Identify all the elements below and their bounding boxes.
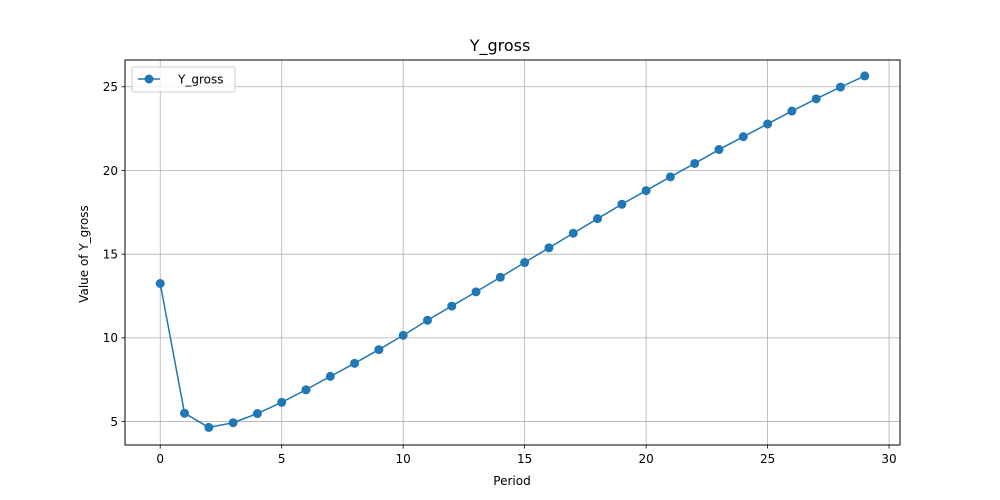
data-point — [204, 422, 214, 432]
x-tick-label: 20 — [638, 452, 653, 466]
legend-box — [131, 66, 236, 93]
x-tick-label: 5 — [278, 452, 286, 466]
data-point — [860, 71, 870, 81]
legend-label-Y_gross: Y_gross — [177, 73, 223, 87]
data-point — [787, 106, 797, 116]
data-point — [471, 287, 481, 297]
legend: Y_gross — [131, 66, 236, 93]
data-point — [398, 330, 408, 340]
x-axis: 0 5 10 15 20 25 30 — [156, 445, 897, 466]
plot-frame — [124, 59, 901, 446]
data-point — [714, 145, 724, 155]
chart-title: Y_gross — [469, 36, 531, 56]
data-point — [835, 82, 845, 92]
data-point — [690, 158, 700, 168]
x-axis-label: Period — [493, 474, 530, 488]
series-Y_gross — [155, 71, 870, 432]
x-tick-label: 25 — [760, 452, 775, 466]
grid — [125, 60, 900, 445]
data-point — [665, 172, 675, 182]
data-point — [325, 371, 335, 381]
y-tick-label: 15 — [103, 247, 118, 261]
y-tick-label: 25 — [103, 80, 118, 94]
data-point — [228, 418, 238, 428]
y-tick-label: 10 — [103, 331, 118, 345]
data-point — [155, 278, 165, 288]
data-point — [277, 397, 287, 407]
y-tick-label: 5 — [110, 415, 118, 429]
y-axis-label: Value of Y_gross — [77, 205, 91, 303]
x-tick-label: 10 — [396, 452, 411, 466]
legend-marker — [144, 74, 154, 84]
data-point — [593, 214, 603, 224]
data-point — [374, 345, 384, 355]
data-point — [568, 228, 578, 238]
data-point — [520, 258, 530, 268]
data-point — [301, 385, 311, 395]
data-point — [811, 94, 821, 104]
data-point — [544, 243, 554, 253]
data-point — [495, 272, 505, 282]
y-axis: 5 10 15 20 25 — [103, 80, 125, 429]
data-point — [252, 409, 262, 419]
data-point — [422, 315, 432, 325]
data-point — [641, 186, 651, 196]
y-tick-label: 20 — [103, 164, 118, 178]
data-point — [738, 132, 748, 142]
data-point — [763, 119, 773, 129]
x-tick-label: 0 — [156, 452, 164, 466]
x-tick-label: 30 — [881, 452, 896, 466]
data-point — [617, 199, 627, 209]
data-point — [447, 301, 457, 311]
data-point — [350, 358, 360, 368]
data-point — [180, 408, 190, 418]
x-tick-label: 15 — [517, 452, 532, 466]
